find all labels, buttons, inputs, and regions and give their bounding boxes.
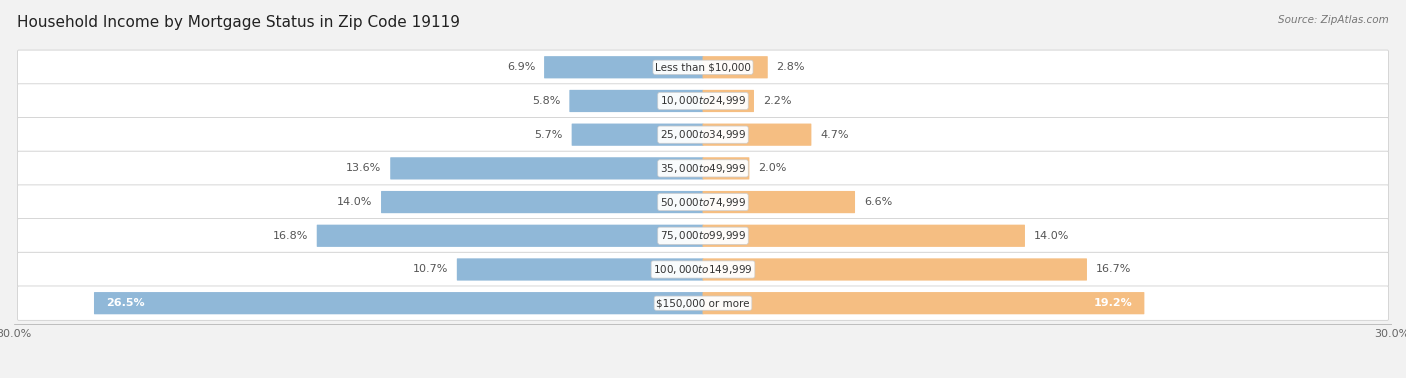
FancyBboxPatch shape — [17, 50, 1389, 84]
FancyBboxPatch shape — [703, 225, 1025, 247]
Text: 13.6%: 13.6% — [346, 163, 381, 174]
FancyBboxPatch shape — [17, 151, 1389, 186]
Text: 2.0%: 2.0% — [758, 163, 786, 174]
FancyBboxPatch shape — [316, 225, 703, 247]
FancyBboxPatch shape — [703, 258, 1087, 280]
Text: Household Income by Mortgage Status in Zip Code 19119: Household Income by Mortgage Status in Z… — [17, 15, 460, 30]
Text: 2.8%: 2.8% — [776, 62, 806, 72]
Text: 10.7%: 10.7% — [413, 265, 449, 274]
Text: $25,000 to $34,999: $25,000 to $34,999 — [659, 128, 747, 141]
FancyBboxPatch shape — [703, 292, 1144, 314]
FancyBboxPatch shape — [391, 157, 703, 180]
Text: Source: ZipAtlas.com: Source: ZipAtlas.com — [1278, 15, 1389, 25]
Text: 14.0%: 14.0% — [337, 197, 373, 207]
Text: Less than $10,000: Less than $10,000 — [655, 62, 751, 72]
Text: $10,000 to $24,999: $10,000 to $24,999 — [659, 94, 747, 107]
FancyBboxPatch shape — [17, 218, 1389, 253]
FancyBboxPatch shape — [703, 90, 754, 112]
FancyBboxPatch shape — [381, 191, 703, 213]
FancyBboxPatch shape — [17, 118, 1389, 152]
Text: 2.2%: 2.2% — [762, 96, 792, 106]
Text: 6.6%: 6.6% — [863, 197, 891, 207]
FancyBboxPatch shape — [703, 56, 768, 78]
FancyBboxPatch shape — [17, 84, 1389, 118]
FancyBboxPatch shape — [569, 90, 703, 112]
Text: 16.8%: 16.8% — [273, 231, 308, 241]
Text: 26.5%: 26.5% — [105, 298, 145, 308]
FancyBboxPatch shape — [703, 191, 855, 213]
FancyBboxPatch shape — [17, 252, 1389, 287]
Text: 5.8%: 5.8% — [533, 96, 561, 106]
Text: 16.7%: 16.7% — [1095, 265, 1130, 274]
Text: 14.0%: 14.0% — [1033, 231, 1069, 241]
FancyBboxPatch shape — [17, 286, 1389, 321]
FancyBboxPatch shape — [544, 56, 703, 78]
Text: $75,000 to $99,999: $75,000 to $99,999 — [659, 229, 747, 242]
FancyBboxPatch shape — [457, 258, 703, 280]
Text: 19.2%: 19.2% — [1094, 298, 1132, 308]
Text: $35,000 to $49,999: $35,000 to $49,999 — [659, 162, 747, 175]
FancyBboxPatch shape — [703, 157, 749, 180]
FancyBboxPatch shape — [17, 185, 1389, 219]
FancyBboxPatch shape — [572, 124, 703, 146]
FancyBboxPatch shape — [703, 124, 811, 146]
Text: $100,000 to $149,999: $100,000 to $149,999 — [654, 263, 752, 276]
Text: $150,000 or more: $150,000 or more — [657, 298, 749, 308]
Text: 6.9%: 6.9% — [508, 62, 536, 72]
Text: 4.7%: 4.7% — [820, 130, 849, 139]
Text: $50,000 to $74,999: $50,000 to $74,999 — [659, 195, 747, 209]
Text: 5.7%: 5.7% — [534, 130, 562, 139]
FancyBboxPatch shape — [94, 292, 703, 314]
